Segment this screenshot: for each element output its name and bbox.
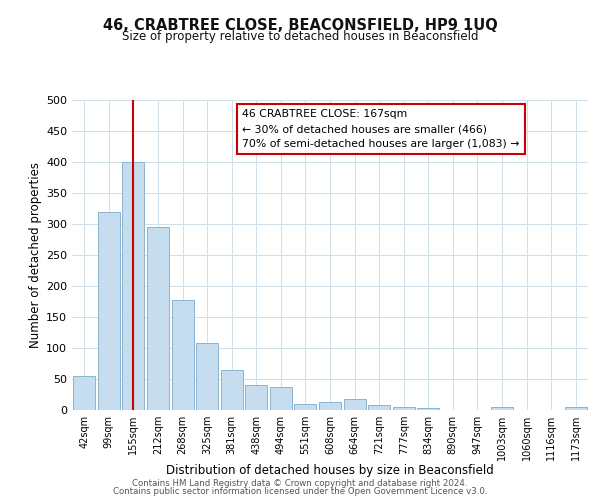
Bar <box>221 370 243 410</box>
Text: Size of property relative to detached houses in Beaconsfield: Size of property relative to detached ho… <box>122 30 478 43</box>
Bar <box>122 162 145 410</box>
Bar <box>73 376 95 410</box>
Text: Contains public sector information licensed under the Open Government Licence v3: Contains public sector information licen… <box>113 487 487 496</box>
Bar <box>295 404 316 410</box>
Bar <box>565 407 587 410</box>
Bar <box>98 212 120 410</box>
Bar <box>368 405 390 410</box>
Bar <box>417 408 439 410</box>
Text: Contains HM Land Registry data © Crown copyright and database right 2024.: Contains HM Land Registry data © Crown c… <box>132 478 468 488</box>
Text: 46 CRABTREE CLOSE: 167sqm
← 30% of detached houses are smaller (466)
70% of semi: 46 CRABTREE CLOSE: 167sqm ← 30% of detac… <box>242 110 520 149</box>
Text: 46, CRABTREE CLOSE, BEACONSFIELD, HP9 1UQ: 46, CRABTREE CLOSE, BEACONSFIELD, HP9 1U… <box>103 18 497 32</box>
Bar <box>196 343 218 410</box>
Bar <box>147 227 169 410</box>
Bar <box>270 387 292 410</box>
X-axis label: Distribution of detached houses by size in Beaconsfield: Distribution of detached houses by size … <box>166 464 494 477</box>
Bar <box>344 399 365 410</box>
Bar <box>491 407 513 410</box>
Bar <box>392 407 415 410</box>
Bar <box>172 300 194 410</box>
Bar <box>319 402 341 410</box>
Bar <box>245 385 268 410</box>
Y-axis label: Number of detached properties: Number of detached properties <box>29 162 42 348</box>
